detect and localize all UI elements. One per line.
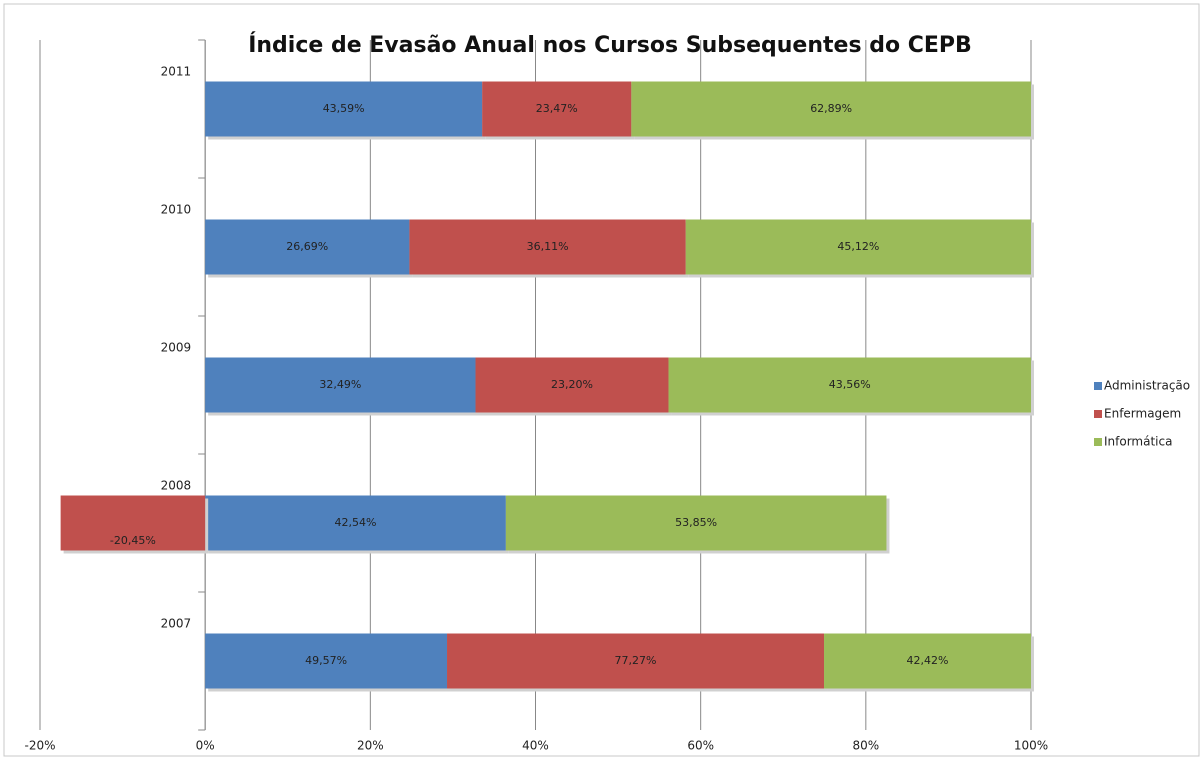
data-label: 62,89% — [810, 102, 852, 115]
legend-swatch — [1094, 382, 1102, 390]
bar — [205, 81, 483, 137]
bar — [685, 219, 1031, 275]
bar — [482, 81, 632, 137]
data-label: 26,69% — [286, 240, 328, 253]
y-tick-label: 2009 — [161, 341, 192, 355]
data-label: 77,27% — [615, 654, 657, 667]
bar — [205, 495, 506, 551]
legend-swatch — [1094, 438, 1102, 446]
y-tick-label: 2011 — [161, 65, 192, 79]
bar — [505, 495, 887, 551]
x-tick-label: 20% — [357, 739, 384, 753]
x-tick-label: 100% — [1014, 739, 1048, 753]
data-label: 42,54% — [335, 516, 377, 529]
data-label: 45,12% — [837, 240, 879, 253]
y-tick-label: 2008 — [161, 479, 192, 493]
bar — [205, 219, 410, 275]
x-tick-label: 60% — [687, 739, 714, 753]
bar — [475, 357, 669, 413]
bar — [668, 357, 1031, 413]
data-label: 23,20% — [551, 378, 593, 391]
data-label: 49,57% — [305, 654, 347, 667]
data-label: -20,45% — [110, 534, 156, 547]
bar — [205, 633, 448, 689]
legend-label: Informática — [1104, 435, 1172, 449]
bar — [447, 633, 825, 689]
data-label: 23,47% — [536, 102, 578, 115]
data-label: 42,42% — [907, 654, 949, 667]
bar — [409, 219, 686, 275]
data-label: 32,49% — [319, 378, 361, 391]
x-tick-label: 40% — [522, 739, 549, 753]
x-tick-label: -20% — [24, 739, 55, 753]
bar — [631, 81, 1031, 137]
x-tick-label: 80% — [852, 739, 879, 753]
legend-label: Administração — [1104, 379, 1190, 393]
y-tick-label: 2010 — [161, 203, 192, 217]
data-label: 43,59% — [323, 102, 365, 115]
bar — [205, 357, 476, 413]
legend-swatch — [1094, 410, 1102, 418]
bar — [824, 633, 1031, 689]
x-tick-label: 0% — [196, 739, 215, 753]
data-label: 36,11% — [527, 240, 569, 253]
y-tick-label: 2007 — [161, 617, 192, 631]
legend-label: Enfermagem — [1104, 407, 1181, 421]
chart-title: Índice de Evasão Anual nos Cursos Subseq… — [248, 32, 972, 58]
bar — [60, 495, 206, 551]
data-label: 43,56% — [829, 378, 871, 391]
data-label: 53,85% — [675, 516, 717, 529]
